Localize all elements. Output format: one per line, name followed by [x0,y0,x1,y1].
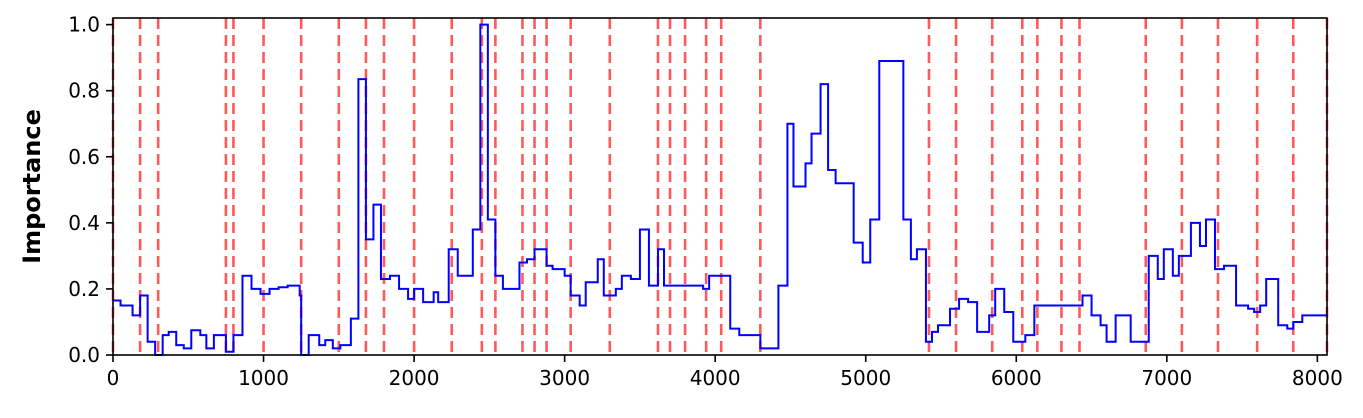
y-tick-label: 1.0 [68,13,100,37]
y-tick-label: 0.2 [68,277,100,301]
x-tick-label: 2000 [389,366,440,390]
y-tick-label: 0.0 [68,343,100,367]
x-tick-label: 7000 [1141,366,1192,390]
y-tick-label: 0.4 [68,211,100,235]
x-axis: 0 1000 2000 3000 4000 5000 6000 7000 8000 [107,355,1343,390]
y-tick-label: 0.8 [68,79,100,103]
y-axis-label: Importance [18,109,46,264]
x-tick-label: 0 [107,366,120,390]
x-tick-label: 8000 [1292,366,1343,390]
x-tick-label: 1000 [238,366,289,390]
x-tick-label: 6000 [991,366,1042,390]
importance-series-line [113,23,1327,356]
plot-frame [112,17,1328,356]
vertical-marker-lines [111,18,1329,355]
x-tick-label: 5000 [840,366,891,390]
y-tick-label: 0.6 [68,145,100,169]
x-tick-label: 4000 [690,366,741,390]
series-layer [113,23,1327,356]
x-tick-label: 3000 [539,366,590,390]
y-axis: 0.0 0.2 0.4 0.6 0.8 1.0 [68,13,113,367]
